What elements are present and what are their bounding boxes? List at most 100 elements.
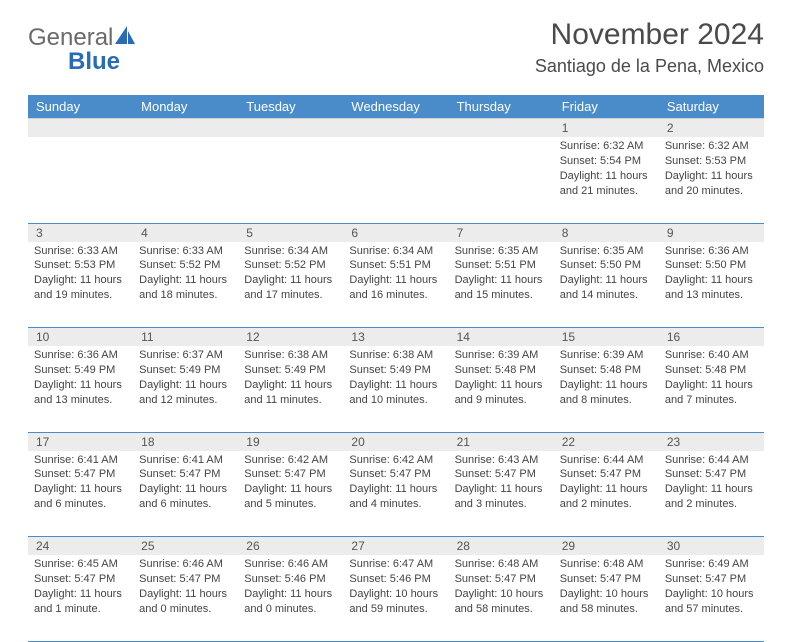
day-number: 14 — [449, 328, 554, 347]
sunset-text: Sunset: 5:47 PM — [560, 467, 653, 482]
sunrise-text: Sunrise: 6:37 AM — [139, 348, 232, 363]
sunset-text: Sunset: 5:47 PM — [139, 467, 232, 482]
day-number: 11 — [133, 328, 238, 347]
sunset-text: Sunset: 5:47 PM — [665, 467, 758, 482]
day-cell — [449, 137, 554, 223]
day-number: 10 — [28, 328, 133, 347]
daylight-text: Daylight: 11 hours and 20 minutes. — [665, 169, 758, 199]
daylight-text: Daylight: 11 hours and 4 minutes. — [349, 482, 442, 512]
daylight-text: Daylight: 11 hours and 3 minutes. — [455, 482, 548, 512]
month-title: November 2024 — [535, 18, 764, 52]
info-row: Sunrise: 6:32 AMSunset: 5:54 PMDaylight:… — [28, 137, 764, 223]
sunrise-text: Sunrise: 6:41 AM — [139, 453, 232, 468]
sunset-text: Sunset: 5:47 PM — [34, 467, 127, 482]
day-cell: Sunrise: 6:41 AMSunset: 5:47 PMDaylight:… — [28, 451, 133, 537]
day-number: 29 — [554, 537, 659, 556]
daylight-text: Daylight: 11 hours and 8 minutes. — [560, 378, 653, 408]
sunset-text: Sunset: 5:52 PM — [244, 258, 337, 273]
sunrise-text: Sunrise: 6:39 AM — [455, 348, 548, 363]
day-cell — [28, 137, 133, 223]
day-header: Saturday — [659, 95, 764, 119]
day-cell: Sunrise: 6:46 AMSunset: 5:47 PMDaylight:… — [133, 555, 238, 641]
daylight-text: Daylight: 11 hours and 6 minutes. — [139, 482, 232, 512]
daylight-text: Daylight: 11 hours and 7 minutes. — [665, 378, 758, 408]
day-cell: Sunrise: 6:44 AMSunset: 5:47 PMDaylight:… — [659, 451, 764, 537]
day-cell: Sunrise: 6:37 AMSunset: 5:49 PMDaylight:… — [133, 346, 238, 432]
sunrise-text: Sunrise: 6:34 AM — [244, 244, 337, 259]
daylight-text: Daylight: 11 hours and 12 minutes. — [139, 378, 232, 408]
day-number: 7 — [449, 223, 554, 242]
info-row: Sunrise: 6:36 AMSunset: 5:49 PMDaylight:… — [28, 346, 764, 432]
sunrise-text: Sunrise: 6:42 AM — [349, 453, 442, 468]
sunset-text: Sunset: 5:53 PM — [665, 154, 758, 169]
day-cell: Sunrise: 6:48 AMSunset: 5:47 PMDaylight:… — [554, 555, 659, 641]
daylight-text: Daylight: 11 hours and 21 minutes. — [560, 169, 653, 199]
day-number — [28, 119, 133, 138]
day-number — [133, 119, 238, 138]
logo-sail-icon — [115, 26, 137, 46]
sunset-text: Sunset: 5:54 PM — [560, 154, 653, 169]
logo-word2-wrap: Blue — [68, 48, 120, 76]
sunset-text: Sunset: 5:47 PM — [139, 572, 232, 587]
sunset-text: Sunset: 5:48 PM — [665, 363, 758, 378]
day-number: 12 — [238, 328, 343, 347]
sunrise-text: Sunrise: 6:46 AM — [244, 557, 337, 572]
sunrise-text: Sunrise: 6:42 AM — [244, 453, 337, 468]
day-number: 27 — [343, 537, 448, 556]
daylight-text: Daylight: 11 hours and 5 minutes. — [244, 482, 337, 512]
sunrise-text: Sunrise: 6:35 AM — [455, 244, 548, 259]
daylight-text: Daylight: 11 hours and 16 minutes. — [349, 273, 442, 303]
day-header: Tuesday — [238, 95, 343, 119]
day-cell: Sunrise: 6:38 AMSunset: 5:49 PMDaylight:… — [238, 346, 343, 432]
day-cell: Sunrise: 6:39 AMSunset: 5:48 PMDaylight:… — [554, 346, 659, 432]
day-number — [238, 119, 343, 138]
day-number: 16 — [659, 328, 764, 347]
sunset-text: Sunset: 5:46 PM — [244, 572, 337, 587]
day-number: 4 — [133, 223, 238, 242]
day-header: Friday — [554, 95, 659, 119]
day-cell: Sunrise: 6:43 AMSunset: 5:47 PMDaylight:… — [449, 451, 554, 537]
day-cell: Sunrise: 6:38 AMSunset: 5:49 PMDaylight:… — [343, 346, 448, 432]
sunset-text: Sunset: 5:51 PM — [349, 258, 442, 273]
daylight-text: Daylight: 11 hours and 6 minutes. — [34, 482, 127, 512]
sunset-text: Sunset: 5:49 PM — [139, 363, 232, 378]
day-cell: Sunrise: 6:49 AMSunset: 5:47 PMDaylight:… — [659, 555, 764, 641]
day-header: Thursday — [449, 95, 554, 119]
daylight-text: Daylight: 11 hours and 13 minutes. — [665, 273, 758, 303]
sunset-text: Sunset: 5:50 PM — [560, 258, 653, 273]
location: Santiago de la Pena, Mexico — [535, 56, 764, 77]
daylight-text: Daylight: 11 hours and 11 minutes. — [244, 378, 337, 408]
sunrise-text: Sunrise: 6:33 AM — [34, 244, 127, 259]
day-number: 13 — [343, 328, 448, 347]
daylight-text: Daylight: 11 hours and 17 minutes. — [244, 273, 337, 303]
day-number: 30 — [659, 537, 764, 556]
day-number: 6 — [343, 223, 448, 242]
day-cell: Sunrise: 6:32 AMSunset: 5:54 PMDaylight:… — [554, 137, 659, 223]
day-cell — [343, 137, 448, 223]
sunset-text: Sunset: 5:50 PM — [665, 258, 758, 273]
day-number: 28 — [449, 537, 554, 556]
sunrise-text: Sunrise: 6:33 AM — [139, 244, 232, 259]
sunrise-text: Sunrise: 6:44 AM — [665, 453, 758, 468]
sunrise-text: Sunrise: 6:35 AM — [560, 244, 653, 259]
sunrise-text: Sunrise: 6:47 AM — [349, 557, 442, 572]
day-cell: Sunrise: 6:33 AMSunset: 5:53 PMDaylight:… — [28, 242, 133, 328]
sunset-text: Sunset: 5:47 PM — [665, 572, 758, 587]
sunset-text: Sunset: 5:47 PM — [455, 572, 548, 587]
sunrise-text: Sunrise: 6:43 AM — [455, 453, 548, 468]
day-number: 18 — [133, 432, 238, 451]
sunset-text: Sunset: 5:49 PM — [34, 363, 127, 378]
day-number: 24 — [28, 537, 133, 556]
daynum-row: 12 — [28, 119, 764, 138]
day-cell: Sunrise: 6:36 AMSunset: 5:50 PMDaylight:… — [659, 242, 764, 328]
day-cell: Sunrise: 6:42 AMSunset: 5:47 PMDaylight:… — [238, 451, 343, 537]
sunset-text: Sunset: 5:46 PM — [349, 572, 442, 587]
sunrise-text: Sunrise: 6:49 AM — [665, 557, 758, 572]
day-cell: Sunrise: 6:46 AMSunset: 5:46 PMDaylight:… — [238, 555, 343, 641]
day-cell: Sunrise: 6:39 AMSunset: 5:48 PMDaylight:… — [449, 346, 554, 432]
sunset-text: Sunset: 5:49 PM — [244, 363, 337, 378]
daynum-row: 17181920212223 — [28, 432, 764, 451]
sunset-text: Sunset: 5:47 PM — [34, 572, 127, 587]
sunrise-text: Sunrise: 6:36 AM — [34, 348, 127, 363]
sunrise-text: Sunrise: 6:45 AM — [34, 557, 127, 572]
